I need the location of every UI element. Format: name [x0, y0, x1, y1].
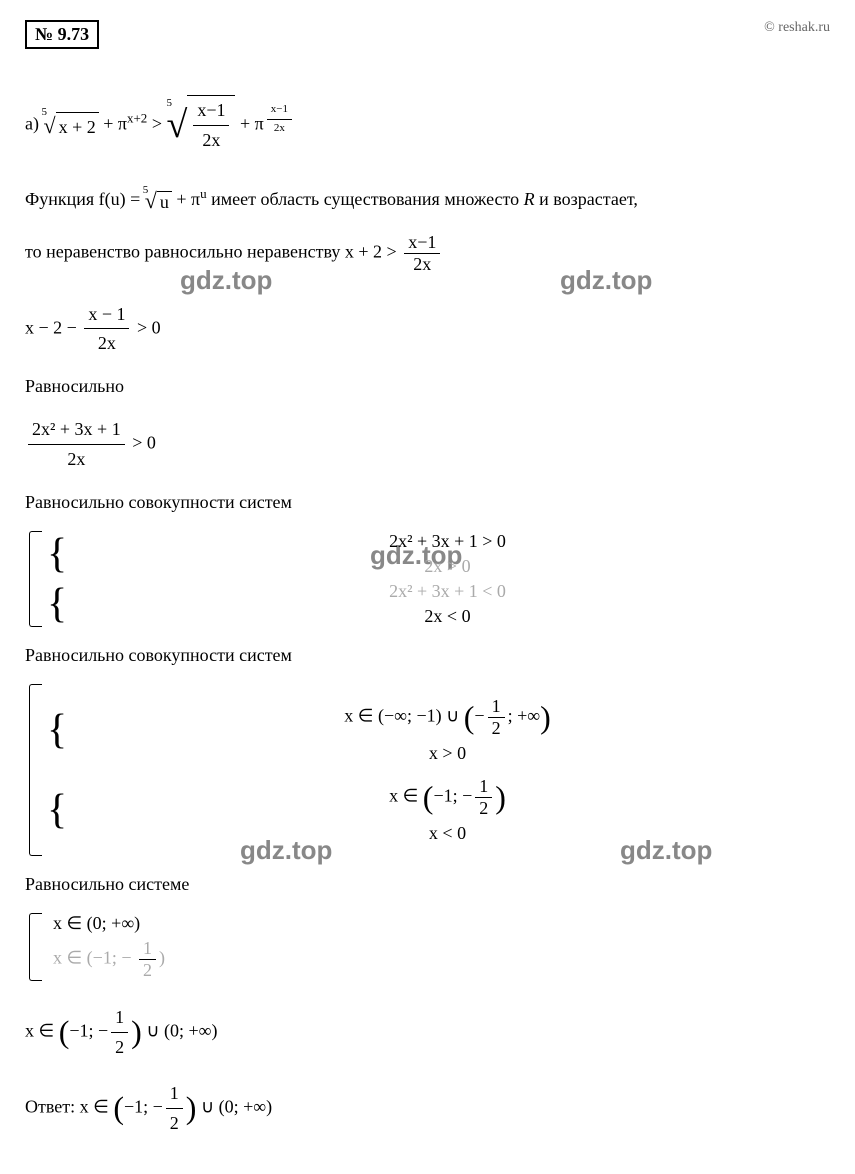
- step-2: 2x² + 3x + 12x > 0: [25, 415, 830, 474]
- copyright: © reshak.ru: [764, 20, 830, 36]
- system-2: x ∈ (−∞; −1) ∪ (−12; +∞) x > 0 x ∈ (−1; …: [25, 684, 830, 856]
- step-1: x − 2 − x − 12x > 0: [25, 300, 830, 359]
- equiv-system: Равносильно системе: [25, 874, 830, 895]
- problem-number: № 9.73: [25, 20, 99, 49]
- problem-statement: а) 5√x + 2 + πx+2 > 5√x−12x + πx−12x: [25, 95, 830, 156]
- explanation-2: то неравенство равносильно неравенству x…: [25, 232, 830, 275]
- system-3: x ∈ (0; +∞) x ∈ (−1; − 12): [25, 913, 830, 981]
- part-label: а): [25, 114, 39, 134]
- equiv-1: Равносильно: [25, 376, 830, 397]
- final-interval: x ∈ (−1; −12) ∪ (0; +∞): [25, 1003, 830, 1062]
- equiv-systems-2: Равносильно совокупности систем: [25, 645, 830, 666]
- equiv-systems-1: Равносильно совокупности систем: [25, 492, 830, 513]
- root-rhs: 5√x−12x: [166, 95, 235, 156]
- answer: Ответ: x ∈ (−1; −12) ∪ (0; +∞): [25, 1079, 830, 1138]
- system-1: 2x² + 3x + 1 > 0 2x > 0 2x² + 3x + 1 < 0…: [25, 531, 830, 627]
- root-lhs: 5√x + 2: [43, 108, 98, 143]
- explanation-1: Функция f(u) = 5√u + πu имеет область су…: [25, 186, 830, 214]
